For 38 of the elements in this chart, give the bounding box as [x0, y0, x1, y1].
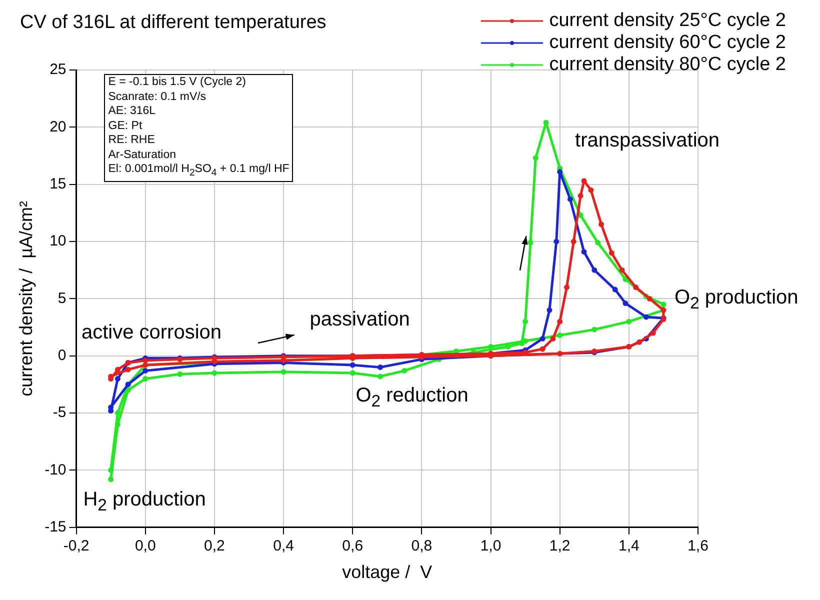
annotation: AE: 316L [108, 104, 157, 118]
x-tick-label: 1,0 [480, 538, 502, 555]
annotation: Ar-Saturation [108, 148, 178, 162]
x-tick-label: -0,2 [63, 538, 90, 555]
legend-label: current density 25°C cycle 2 [549, 10, 786, 32]
x-tick-label: 1,4 [618, 538, 640, 555]
annotation: O$_{2}$ reduction [356, 384, 468, 412]
annotation: GE: Pt [108, 118, 144, 133]
x-tick-label: 0,8 [411, 538, 432, 555]
x-tick-label: 1,2 [549, 538, 570, 555]
annotation: El: 0.001mol/l H$_{2}$SO$_{4}$ + 0.1 mg/l HF [108, 162, 290, 180]
y-tick-label: 10 [50, 232, 66, 250]
x-tick-label: 0,0 [134, 538, 156, 555]
annotation: RE: RHE [108, 133, 156, 148]
y-tick-label: -15 [44, 518, 66, 536]
annotation: active corrosion [81, 322, 222, 344]
annotation: E = -0.1 bis 1.5 V (Cycle 2) [108, 75, 248, 90]
y-tick-label: 20 [50, 118, 66, 136]
annotation: Scanrate: 0.1 mV/s [108, 90, 208, 104]
annotation: O$_{2}$ production [674, 286, 798, 314]
y-tick-label: 5 [58, 290, 66, 307]
x-axis-title: voltage / V [342, 562, 432, 582]
y-tick-label: 25 [50, 61, 66, 78]
y-tick-label: -10 [44, 461, 66, 478]
x-tick-label: 1,6 [688, 538, 708, 555]
x-tick-label: 0,4 [273, 538, 294, 555]
chart-title: CV of 316L at different temperatures [20, 12, 326, 34]
legend-label: current density 60°C cycle 2 [549, 32, 786, 54]
y-tick-label: -5 [52, 404, 66, 422]
y-tick-label: 15 [50, 175, 66, 192]
legend-label: current density 80°C cycle 2 [549, 54, 786, 76]
annotation: H$_{2}$ production [83, 488, 206, 516]
annotation: transpassivation [575, 129, 720, 152]
x-tick-label: 0,6 [342, 538, 364, 555]
annotation: passivation [310, 308, 410, 332]
x-tick-label: 0,2 [204, 538, 225, 555]
y-tick-label: 0 [58, 347, 66, 364]
y-axis-title: current density / µA/cm² [16, 200, 36, 396]
